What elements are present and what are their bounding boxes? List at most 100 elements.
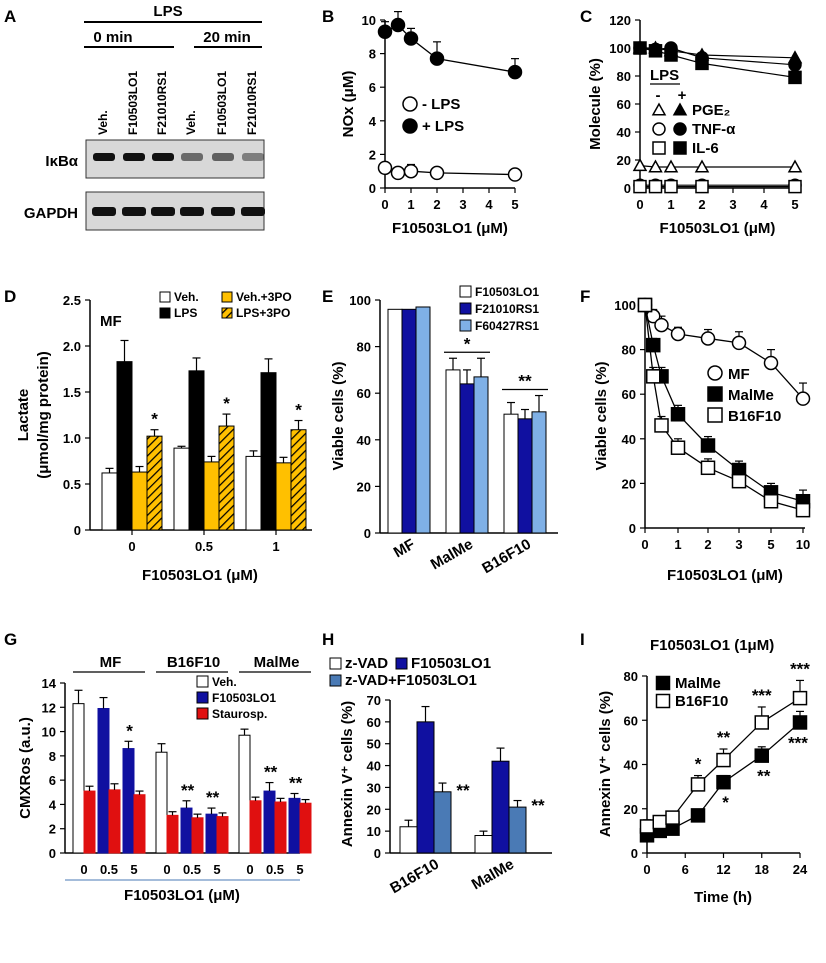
E-ytick-label: 0	[364, 526, 371, 541]
C-point	[694, 159, 710, 173]
D-bar	[188, 370, 205, 531]
E-ytick-label: 80	[357, 340, 371, 355]
F-series-line	[644, 304, 804, 502]
blot-ikba-band	[242, 153, 264, 161]
F-legend-marker	[707, 386, 723, 402]
blot-gapdh-band	[122, 207, 146, 216]
G-bar	[249, 800, 262, 854]
blot-lps-label: LPS	[153, 3, 182, 20]
E-legend-label: F60427RS1	[475, 319, 539, 333]
C-ytick-label: 100	[609, 41, 631, 56]
B-legend-label: - LPS	[422, 96, 460, 113]
G-significance: **	[289, 774, 303, 793]
E-bar	[503, 413, 519, 534]
G-bar	[97, 708, 110, 854]
G-bar	[263, 790, 276, 854]
F-ylabel: Viable cells (%)	[593, 362, 610, 471]
C-point	[663, 159, 679, 173]
D-xtick-label: 0	[128, 539, 135, 554]
B-xtick-label: 3	[459, 197, 466, 212]
B-xtick-label: 0	[381, 197, 388, 212]
B-series-line	[384, 24, 516, 73]
D-legend-label: Veh.+3PO	[236, 290, 292, 304]
G-legend-swatch	[196, 707, 209, 720]
B-xtick-label: 5	[511, 197, 518, 212]
F-point	[646, 369, 661, 384]
D-xlabel: F10503LO1 (μM)	[142, 567, 258, 584]
I-point	[652, 814, 667, 830]
G-ytick-label: 0	[49, 846, 56, 861]
I-xlabel: Time (h)	[694, 889, 752, 906]
F-point	[763, 493, 779, 509]
blot-ikba-band	[152, 153, 174, 161]
H-ytick-label: 50	[367, 737, 381, 752]
D-ylabel: Lactate	[15, 389, 32, 442]
G-ytick-label: 10	[42, 725, 56, 740]
D-xtick-label: 0.5	[195, 539, 213, 554]
G-bar	[155, 751, 168, 854]
H-legend-label: z-VAD+F10503LO1	[345, 672, 477, 689]
F-point	[795, 391, 811, 406]
G-ytick-label: 8	[49, 749, 56, 764]
blot-ikba-band	[123, 153, 145, 161]
blot-lane-label: F21010RS1	[155, 71, 169, 135]
F-xtick-label: 1	[674, 537, 681, 552]
F-point	[670, 326, 686, 342]
C-legend-label: PGE₂	[692, 102, 730, 119]
F-point	[670, 440, 686, 455]
I-legend-label: MalMe	[675, 675, 721, 692]
I-point	[690, 808, 706, 823]
G-bar	[166, 814, 179, 854]
F-point	[731, 473, 747, 489]
E-bar	[415, 306, 431, 534]
blot-ikba-band	[93, 153, 115, 161]
B-point	[403, 31, 419, 46]
blot-ikba-band	[181, 153, 203, 161]
G-legend-label: F10503LO1	[212, 691, 276, 705]
D-bar	[245, 455, 262, 531]
I-ytick-label: 80	[624, 669, 638, 684]
G-bar	[191, 817, 204, 854]
B-point	[390, 165, 406, 181]
I-significance-MalMe: **	[757, 767, 771, 786]
H-legend-label: F10503LO1	[411, 655, 491, 672]
E-legend-swatch	[459, 285, 472, 298]
C-ytick-label: 120	[609, 13, 631, 28]
F-point	[700, 438, 716, 453]
G-xtick-label: 0	[163, 862, 170, 877]
H-bar	[491, 760, 510, 854]
I-xtick-label: 24	[793, 862, 808, 877]
G-xtick-label: 0.5	[266, 862, 284, 877]
panel-label-B: B	[322, 7, 334, 26]
I-ytick-label: 20	[624, 802, 638, 817]
I-point	[716, 774, 731, 790]
C-point	[664, 179, 678, 194]
B-point	[429, 165, 445, 181]
G-xtick-label: 0.5	[100, 862, 118, 877]
C-xtick-label: 5	[791, 197, 798, 212]
I-significance-MalMe: *	[722, 793, 729, 812]
E-significance: **	[518, 372, 532, 391]
H-legend-swatch	[395, 657, 408, 670]
G-group-label: MalMe	[254, 654, 300, 671]
C-legend-marker-open	[652, 122, 666, 136]
E-ytick-label: 60	[357, 386, 371, 401]
E-ylabel: Viable cells (%)	[330, 362, 347, 471]
G-significance: *	[126, 721, 133, 740]
blot-lane-label: F21010RS1	[245, 71, 259, 135]
D-legend-swatch	[221, 307, 233, 319]
panel-label-G: G	[4, 630, 17, 649]
E-legend-label: F21010RS1	[475, 302, 539, 316]
D-bar	[203, 461, 220, 531]
F-ytick-label: 40	[622, 432, 636, 447]
F-point	[763, 355, 779, 371]
G-xtick-label: 5	[130, 862, 137, 877]
I-significance-MalMe: ***	[788, 733, 808, 752]
B-ytick-label: 10	[362, 13, 376, 28]
blot-lane-label: Veh.	[96, 110, 110, 135]
G-ytick-label: 2	[49, 822, 56, 837]
C-ytick-label: 20	[617, 153, 631, 168]
F-ytick-label: 80	[622, 343, 636, 358]
blot-gapdh-band	[211, 207, 235, 216]
